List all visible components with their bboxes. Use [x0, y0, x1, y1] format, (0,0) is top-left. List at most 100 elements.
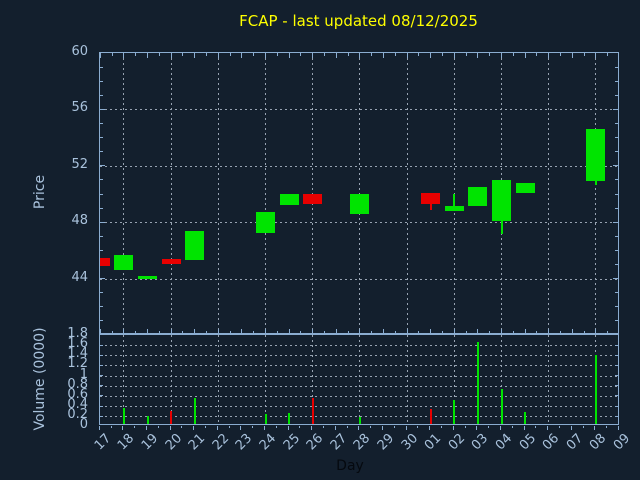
x-tick	[583, 53, 585, 56]
x-tick	[147, 328, 149, 333]
volume-bar-19	[146, 415, 149, 425]
price-tick	[100, 221, 105, 223]
x-tick	[571, 328, 573, 333]
x-tick	[335, 53, 337, 58]
x-tick	[265, 328, 267, 333]
x-tick-outer	[535, 426, 537, 429]
x-tick	[359, 328, 361, 333]
x-tick	[465, 330, 467, 333]
price-tick	[615, 66, 618, 68]
x-tick	[182, 53, 184, 56]
x-tick	[560, 53, 561, 56]
x-tick-label-01: 01	[422, 431, 445, 454]
x-tick	[276, 330, 278, 333]
volume-tick-label-1.6: 1.6	[67, 336, 88, 352]
price-tick	[615, 137, 618, 139]
x-tick	[430, 53, 432, 58]
x-tick-outer	[193, 426, 195, 431]
x-tick	[406, 328, 408, 333]
x-tick	[453, 328, 455, 333]
x-tick-label-29: 29	[374, 431, 398, 454]
x-tick-outer	[488, 426, 490, 429]
price-tick	[100, 179, 103, 181]
volume-tick-label-1.4: 1.4	[67, 346, 88, 362]
gridline-x-20	[170, 53, 172, 333]
gridline-x-02	[453, 335, 455, 425]
x-tick-label-05: 05	[516, 431, 539, 454]
price-tick	[615, 306, 618, 308]
x-tick	[489, 330, 491, 333]
x-tick-outer	[476, 426, 478, 431]
price-tick	[100, 137, 103, 139]
x-tick	[595, 328, 597, 333]
price-tick	[100, 80, 103, 82]
x-tick	[217, 328, 219, 333]
volume-plot-area	[100, 335, 618, 425]
volume-bar-08	[594, 355, 597, 425]
x-tick	[536, 53, 538, 56]
x-tick	[229, 330, 231, 333]
gridline-x-28	[359, 53, 361, 333]
x-tick	[477, 53, 479, 58]
x-tick	[418, 330, 420, 333]
price-axis-title: Price	[32, 174, 48, 210]
x-tick	[194, 53, 196, 58]
gridline-x-30	[406, 335, 408, 425]
x-tick	[170, 328, 172, 333]
volume-bar-24	[264, 413, 267, 425]
x-tick-outer	[122, 426, 124, 431]
x-tick-outer	[464, 426, 466, 429]
gridline-price-52	[100, 165, 618, 167]
gridline-x-08	[595, 53, 597, 333]
gridline-x-06	[548, 335, 550, 425]
x-tick	[158, 53, 160, 56]
x-tick-outer	[511, 426, 513, 429]
gridline-x-24	[265, 335, 267, 425]
gridline-x-06	[548, 53, 550, 333]
x-tick-outer	[618, 426, 619, 431]
candle-28	[350, 194, 370, 214]
x-tick-outer	[216, 426, 218, 431]
x-tick	[241, 328, 243, 333]
price-tick	[100, 66, 103, 68]
x-tick-label-18: 18	[115, 431, 138, 454]
price-tick	[615, 207, 618, 209]
x-tick	[371, 53, 373, 56]
volume-tick	[614, 354, 618, 356]
volume-tick-label-0.2: 0.2	[67, 407, 88, 423]
x-tick-label-24: 24	[256, 431, 280, 454]
volume-bar-03	[476, 341, 479, 425]
price-tick-label-48: 48	[71, 213, 88, 229]
x-tick-outer	[252, 426, 254, 429]
x-tick-outer	[547, 426, 549, 431]
candle-02	[444, 205, 464, 211]
x-tick-outer	[98, 426, 100, 431]
x-tick-outer	[393, 426, 395, 429]
gridline-volume-1.4	[100, 355, 618, 357]
price-tick	[100, 320, 103, 322]
x-tick-outer	[205, 426, 207, 429]
gridline-volume-1.6	[100, 345, 618, 347]
x-tick	[335, 328, 337, 333]
volume-tick	[100, 375, 103, 377]
x-tick-outer	[264, 426, 266, 431]
gridline-x-22	[217, 335, 219, 425]
x-tick-outer	[606, 426, 608, 429]
candle-wick-04	[500, 220, 503, 235]
volume-bar-21	[193, 397, 196, 425]
x-tick-outer	[287, 426, 289, 431]
x-tick-label-19: 19	[138, 431, 162, 454]
x-tick	[288, 53, 290, 58]
volume-tick	[100, 344, 103, 346]
x-tick-label-21: 21	[186, 431, 209, 454]
x-tick	[477, 328, 479, 333]
x-tick-outer	[275, 426, 277, 429]
x-tick-outer	[169, 426, 171, 431]
candle-24	[256, 212, 276, 233]
x-tick	[324, 53, 326, 56]
volume-tick	[614, 385, 618, 387]
x-tick	[418, 53, 420, 56]
x-tick	[442, 53, 444, 56]
price-tick	[612, 278, 618, 280]
x-tick-outer	[523, 426, 525, 431]
